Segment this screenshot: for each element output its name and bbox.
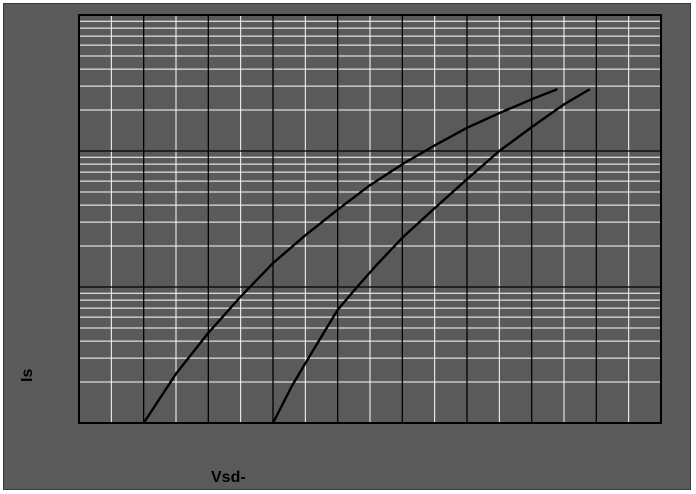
x-axis-label: Vsd-	[211, 469, 246, 486]
chart-svg	[78, 14, 662, 424]
series-layer	[142, 87, 591, 424]
series-line-1	[142, 87, 558, 424]
chart-frame: Is Vsd-	[3, 3, 691, 490]
y-axis-label: Is	[19, 368, 36, 382]
plot-border	[78, 14, 662, 424]
series-line-2	[271, 88, 591, 424]
minor-gridlines	[79, 15, 661, 423]
